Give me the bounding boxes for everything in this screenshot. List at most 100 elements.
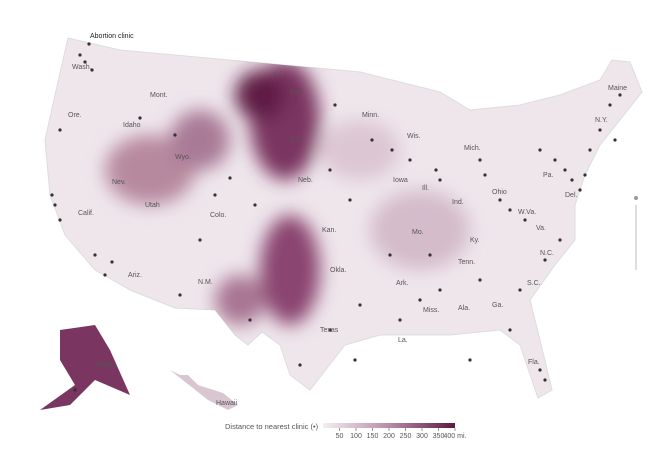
legend-tick-label: 250 — [400, 433, 412, 440]
clinic-dot — [558, 238, 562, 242]
clinic-dots — [50, 53, 622, 392]
state-label: Maine — [608, 85, 627, 92]
legend-title: Distance to nearest clinic (•) — [225, 422, 319, 431]
clinic-dot — [518, 288, 522, 292]
state-label: Minn. — [362, 112, 379, 119]
alaska — [40, 325, 130, 410]
clinic-dot — [73, 388, 77, 392]
clinic-dot — [298, 363, 302, 367]
clinic-dot — [348, 198, 352, 202]
clinic-dot — [93, 253, 97, 257]
state-label: Ore. — [68, 112, 82, 119]
legend-tick-label: 300 — [416, 433, 428, 440]
state-label: Mich. — [464, 145, 481, 152]
clinic-dot — [78, 53, 82, 57]
clinic-dot — [328, 168, 332, 172]
clinic-dot — [213, 193, 217, 197]
state-label: N.D. — [290, 89, 304, 96]
clinic-dot — [110, 260, 114, 264]
state-label: Mont. — [150, 92, 168, 99]
legend-tick-label: 200 — [383, 433, 395, 440]
legend-tick-label: 50 — [336, 433, 344, 440]
state-label: Fla. — [528, 359, 540, 366]
clinic-dot — [358, 303, 362, 307]
clinic-dot — [53, 203, 57, 207]
state-label: Alaska — [95, 362, 116, 369]
state-label: La. — [398, 337, 408, 344]
state-label: Va. — [536, 225, 546, 232]
clinic-dot — [508, 208, 512, 212]
legend-tick-label: 400 mi. — [444, 433, 467, 440]
clinic-dot — [438, 288, 442, 292]
state-label: S.D. — [290, 137, 304, 144]
state-label: Texas — [320, 327, 339, 334]
marker-label: Abortion clinic — [90, 33, 134, 40]
clinic-dot — [198, 238, 202, 242]
clinic-dot — [538, 148, 542, 152]
clinic-dot — [553, 158, 557, 162]
state-label: Nev. — [112, 179, 126, 186]
clinic-dot — [138, 116, 142, 120]
clinic-dot — [388, 253, 392, 257]
clinic-dot — [468, 358, 472, 362]
clinic-dot — [613, 138, 617, 142]
clinic-dot — [578, 188, 582, 192]
legend-tick-label: 150 — [367, 433, 379, 440]
clinic-dot — [478, 278, 482, 282]
state-label: Tenn. — [458, 259, 475, 266]
state-label: Mo. — [412, 229, 424, 236]
clinic-dot — [58, 218, 62, 222]
legend-tick-label: 100 — [350, 433, 362, 440]
hawaii — [170, 370, 238, 410]
clinic-dot — [50, 193, 54, 197]
clinic-dot — [178, 293, 182, 297]
clinic-dot — [618, 93, 622, 97]
clinic-dot — [370, 138, 374, 142]
clinic-dot — [90, 68, 94, 72]
state-label: N.Y. — [595, 117, 608, 124]
clinic-dot — [228, 176, 232, 180]
clinic-dot — [248, 318, 252, 322]
clinic-dot — [434, 168, 438, 172]
state-label: Ill. — [422, 185, 429, 192]
state-label: N.C. — [540, 250, 554, 257]
legend-tick-label: 350 — [433, 433, 445, 440]
clinic-dot — [543, 378, 547, 382]
clinic-dot — [583, 173, 587, 177]
clinic-dot — [563, 168, 567, 172]
state-label: Del. — [565, 192, 578, 199]
state-label: Okla. — [330, 267, 346, 274]
clinic-dot — [523, 218, 527, 222]
clinic-dot — [333, 103, 337, 107]
clinic-dot — [390, 148, 394, 152]
clinic-dot — [418, 298, 422, 302]
state-label: N.M. — [198, 279, 213, 286]
legend-bar — [323, 423, 455, 428]
state-label: Utah — [145, 202, 160, 209]
state-label: Iowa — [393, 177, 408, 184]
clinic-dot — [103, 273, 107, 277]
clinic-dot — [588, 148, 592, 152]
state-label: W.Va. — [518, 209, 536, 216]
clinic-dot — [538, 368, 542, 372]
clinic-dot — [608, 103, 612, 107]
state-label: Hawaii — [216, 400, 237, 407]
state-label: Kan. — [322, 227, 336, 234]
clinic-dot — [543, 258, 547, 262]
clinic-dot — [173, 133, 177, 137]
state-label: Ala. — [458, 305, 470, 312]
clinic-dot — [83, 60, 87, 64]
clinic-dot — [508, 328, 512, 332]
state-label: Neb. — [298, 177, 313, 184]
clinic-dot — [253, 203, 257, 207]
clinic-dot — [428, 253, 432, 257]
clinic-dot — [478, 158, 482, 162]
clinic-dot — [438, 178, 442, 182]
state-label: Ind. — [452, 199, 464, 206]
clinic-dot — [483, 173, 487, 177]
clinic-dot — [498, 198, 502, 202]
clinic-dot — [408, 158, 412, 162]
state-label: Ark. — [396, 280, 409, 287]
clinic-dot — [58, 128, 62, 132]
